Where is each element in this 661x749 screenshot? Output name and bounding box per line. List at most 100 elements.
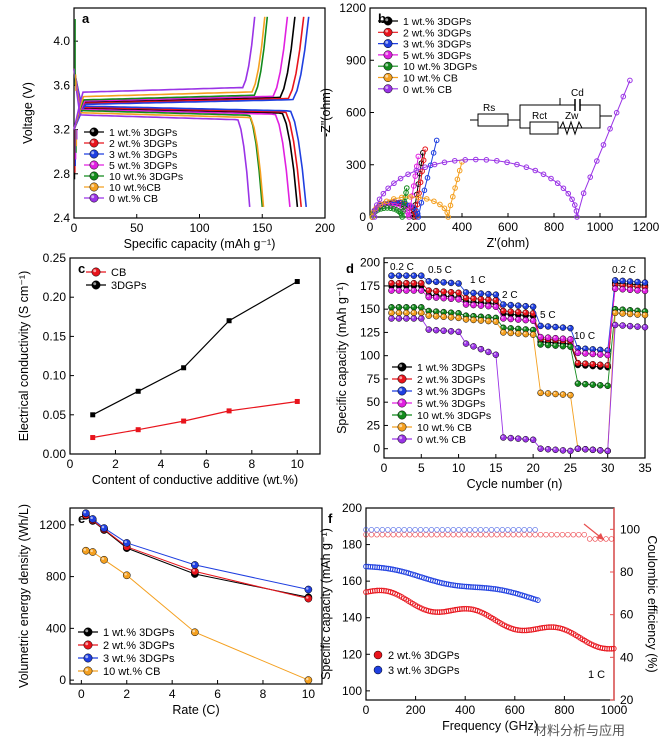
axes-frame	[383, 257, 646, 459]
coulombic-point	[548, 531, 555, 538]
data-point	[589, 381, 597, 388]
discharge-curve	[73, 68, 265, 207]
x-axis-label: Z'(ohm)	[487, 236, 530, 250]
x-tick-label: 800	[544, 220, 564, 234]
discharge-curve	[73, 68, 264, 207]
data-point	[485, 348, 492, 356]
data-point	[418, 304, 425, 311]
axes-frame	[69, 507, 323, 685]
coulombic-point	[526, 527, 533, 533]
data-point-highlight	[411, 305, 414, 308]
y2-axis-label: Coulombic efficiency (%)	[645, 535, 659, 672]
legend-marker	[383, 73, 393, 82]
data-point	[122, 571, 131, 580]
data-point-highlight	[620, 278, 623, 282]
nyquist-point	[415, 214, 422, 220]
data-point-highlight	[598, 448, 601, 451]
data-point	[626, 278, 634, 285]
charge-curve	[73, 16, 269, 130]
data-point	[485, 290, 492, 298]
y-tick-label: 200	[342, 501, 362, 515]
data-point	[470, 289, 477, 297]
legend-label: 3 wt.% 3DGPs	[417, 386, 485, 398]
data-point-highlight	[396, 288, 400, 291]
data-point-highlight	[83, 510, 87, 514]
data-point	[440, 327, 447, 334]
data-point-highlight	[456, 290, 459, 293]
data-point-highlight	[508, 331, 511, 334]
data-point	[226, 408, 232, 414]
data-point	[582, 350, 589, 357]
nyquist-point	[560, 185, 567, 192]
capacity-point	[535, 597, 541, 603]
data-point	[522, 302, 529, 310]
data-point-highlight	[471, 296, 474, 299]
x-tick-label: 200	[406, 703, 426, 717]
data-point	[619, 322, 626, 329]
data-point	[507, 308, 515, 315]
data-point-highlight	[546, 335, 549, 338]
data-point-highlight	[605, 383, 608, 386]
data-point-highlight	[478, 347, 482, 350]
legend-marker-highlight	[385, 18, 389, 22]
data-point-highlight	[620, 287, 623, 290]
legend-marker-highlight	[85, 642, 89, 646]
legend-label: 3DGPs	[111, 280, 147, 292]
data-point-highlight	[449, 329, 452, 332]
panel-d: 0 5 10 15 20 25 30 35 0 25 50 75 100 125 150 175 200 Cycl…	[335, 256, 652, 491]
data-point-highlight	[538, 446, 541, 449]
data-point-highlight	[411, 288, 414, 291]
coulombic-point	[483, 531, 489, 538]
x-tick-label: 10	[291, 457, 305, 471]
data-point	[90, 412, 96, 418]
nyquist-point	[600, 142, 607, 148]
data-point-highlight	[605, 348, 608, 351]
nyquist-point	[381, 205, 387, 211]
nyquist-point	[433, 137, 440, 144]
data-point	[597, 351, 604, 358]
data-point	[514, 316, 522, 323]
data-point-highlight	[389, 316, 392, 319]
data-point	[447, 279, 455, 287]
data-point	[403, 309, 410, 317]
data-point	[611, 309, 619, 317]
y-tick-label: 150	[360, 302, 380, 316]
legend-label: 1 wt.% 3DGPs	[103, 627, 175, 639]
data-point	[544, 390, 552, 397]
data-point	[619, 310, 626, 317]
legend-marker-highlight	[91, 195, 95, 199]
data-point-highlight	[434, 295, 437, 298]
data-point-highlight	[493, 352, 497, 355]
data-point	[485, 296, 492, 303]
coulombic-point	[439, 531, 446, 538]
data-point-highlight	[590, 352, 593, 355]
coulombic-point	[505, 527, 511, 533]
data-point-highlight	[434, 314, 437, 317]
data-point	[500, 301, 507, 308]
data-point-highlight	[449, 315, 452, 318]
data-point-highlight	[508, 436, 511, 439]
data-point-highlight	[508, 326, 511, 329]
data-point-highlight	[508, 317, 511, 320]
x-tick-label: 6	[214, 687, 221, 701]
legend-label: 2 wt.% 3DGPs	[388, 650, 460, 662]
data-point	[425, 293, 432, 301]
coulombic-point	[565, 531, 571, 538]
data-point-highlight	[478, 314, 482, 317]
data-point-highlight	[419, 288, 422, 291]
capacity-point	[608, 645, 615, 652]
rate-label: 10 C	[574, 331, 595, 342]
series-line	[85, 512, 309, 590]
data-point	[403, 272, 410, 279]
nyquist-point	[437, 201, 443, 208]
data-point	[522, 316, 529, 324]
data-point	[447, 295, 455, 302]
coulombic-point	[510, 527, 517, 533]
data-point	[447, 328, 455, 335]
nyquist-point	[445, 214, 452, 220]
data-point	[395, 309, 403, 317]
coulombic-point	[401, 531, 407, 538]
data-point	[641, 287, 649, 295]
nyquist-point	[473, 156, 479, 163]
data-point	[294, 398, 300, 404]
